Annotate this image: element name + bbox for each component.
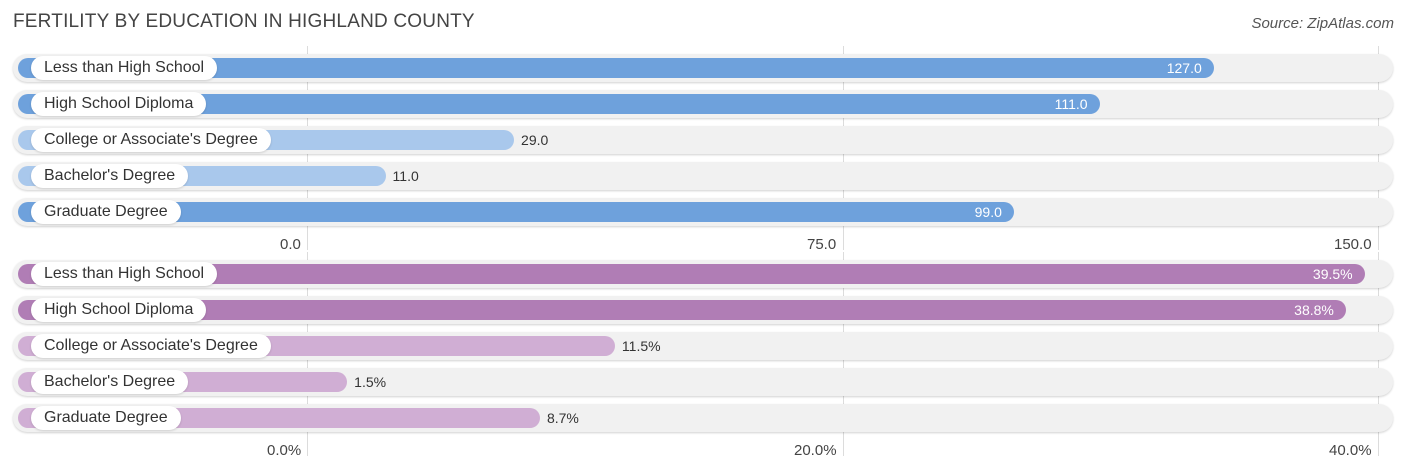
category-label: High School Diploma xyxy=(31,298,207,322)
value-label: 29.0 xyxy=(521,132,549,148)
axis-tick-label: 40.0% xyxy=(1329,442,1372,459)
bar xyxy=(18,202,1014,222)
category-label: Bachelor's Degree xyxy=(31,164,189,188)
value-label: 1.5% xyxy=(354,374,387,390)
category-label: High School Diploma xyxy=(31,92,207,116)
category-label: College or Associate's Degree xyxy=(31,128,271,152)
chart-title: FERTILITY BY EDUCATION IN HIGHLAND COUNT… xyxy=(13,11,475,32)
category-label: Graduate Degree xyxy=(31,406,181,430)
value-label: 38.8% xyxy=(1294,302,1334,318)
value-label: 11.5% xyxy=(621,338,661,354)
value-label: 111.0 xyxy=(1054,96,1088,112)
axis-tick-label: 75.0 xyxy=(807,236,837,253)
value-label: 127.0 xyxy=(1166,60,1202,76)
category-label: Graduate Degree xyxy=(31,200,181,224)
bar xyxy=(18,264,1365,284)
axis-tick-label: 20.0% xyxy=(794,442,837,459)
bar xyxy=(18,94,1100,114)
category-label: Less than High School xyxy=(31,262,218,286)
bar xyxy=(18,300,1346,320)
bar xyxy=(18,58,1214,78)
value-label: 99.0 xyxy=(974,204,1002,220)
value-label: 39.5% xyxy=(1312,266,1353,282)
axis-tick-label: 0.0% xyxy=(267,442,302,459)
value-label: 11.0 xyxy=(392,168,419,184)
category-label: Less than High School xyxy=(31,56,218,80)
source-note: Source: ZipAtlas.com xyxy=(1251,15,1394,32)
axis-tick-label: 150.0 xyxy=(1334,236,1372,253)
category-label: College or Associate's Degree xyxy=(31,334,271,358)
category-label: Bachelor's Degree xyxy=(31,370,189,394)
axis-tick-label: 0.0 xyxy=(280,236,301,253)
value-label: 8.7% xyxy=(546,410,579,426)
